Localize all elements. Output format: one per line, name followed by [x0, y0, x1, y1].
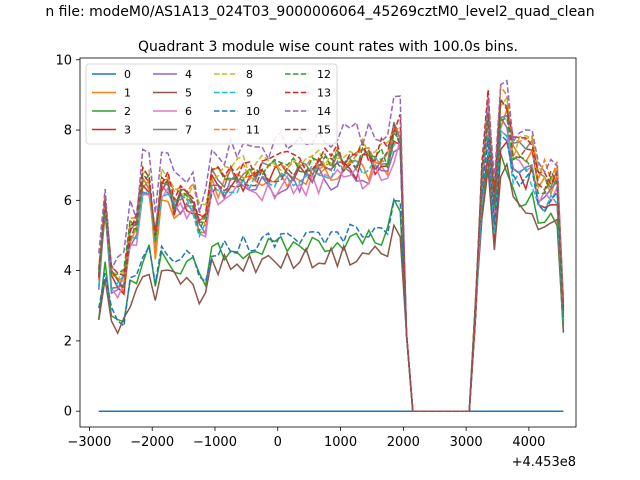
x-tick-label: −1000 — [193, 435, 237, 450]
legend-label-0: 0 — [124, 68, 131, 81]
x-tick-label: 0 — [274, 435, 282, 450]
legend-box — [85, 63, 338, 145]
y-tick-label: 6 — [64, 194, 72, 209]
legend-label-14: 14 — [317, 105, 331, 118]
x-tick-label: 4000 — [512, 435, 545, 450]
axes-frame — [79, 57, 577, 428]
series-line-5 — [98, 161, 565, 412]
legend-label-1: 1 — [124, 87, 131, 100]
series-line-14 — [98, 79, 565, 412]
x-tick-label: 3000 — [450, 435, 483, 450]
x-tick-label: −2000 — [130, 435, 174, 450]
legend-label-7: 7 — [185, 124, 192, 137]
legend-label-10: 10 — [246, 105, 260, 118]
legend-label-3: 3 — [124, 124, 131, 137]
legend-label-11: 11 — [246, 124, 260, 137]
series-line-13 — [98, 89, 565, 412]
legend-label-6: 6 — [185, 105, 192, 118]
series-line-12 — [98, 116, 565, 412]
legend-label-13: 13 — [317, 87, 331, 100]
legend-label-9: 9 — [246, 87, 253, 100]
x-tick-label: −3000 — [67, 435, 111, 450]
x-tick-label: 2000 — [387, 435, 420, 450]
y-tick-label: 2 — [64, 334, 72, 349]
legend-label-8: 8 — [246, 68, 253, 81]
y-tick-label: 8 — [64, 124, 72, 139]
legend-label-4: 4 — [185, 68, 192, 81]
chart-title: Quadrant 3 module wise count rates with … — [138, 39, 518, 55]
y-tick-label: 10 — [55, 53, 72, 68]
legend-label-5: 5 — [185, 87, 192, 100]
y-tick-label: 0 — [64, 405, 72, 420]
legend-label-15: 15 — [317, 124, 331, 137]
x-tick-label: 1000 — [324, 435, 357, 450]
series-line-15 — [98, 99, 565, 412]
legend-label-12: 12 — [317, 68, 331, 81]
figure-suptitle: n file: modeM0/AS1A13_024T03_9000006064_… — [45, 4, 594, 20]
x-axis-offset-label: +4.453e8 — [512, 455, 576, 470]
y-tick-label: 4 — [64, 264, 72, 279]
legend-label-2: 2 — [124, 105, 131, 118]
plot-area — [98, 79, 565, 412]
series-line-10 — [98, 133, 565, 412]
